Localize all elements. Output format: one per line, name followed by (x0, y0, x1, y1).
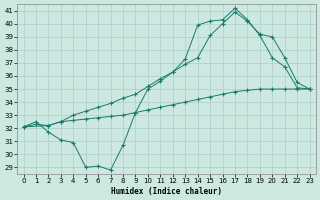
X-axis label: Humidex (Indice chaleur): Humidex (Indice chaleur) (111, 187, 222, 196)
